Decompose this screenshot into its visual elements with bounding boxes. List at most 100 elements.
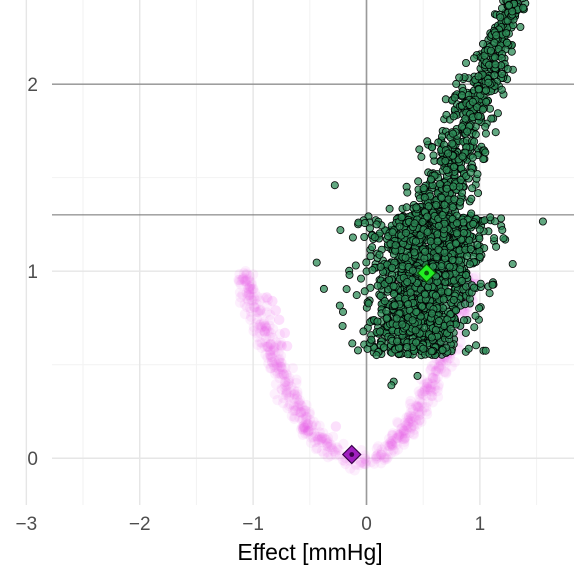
pink-point <box>432 372 443 383</box>
pink-point <box>412 406 424 417</box>
green-point <box>393 337 402 346</box>
pink-point <box>283 377 294 388</box>
pink-point <box>411 401 422 412</box>
pink-point <box>387 430 398 441</box>
pink-point <box>274 353 285 365</box>
pink-point <box>238 272 249 283</box>
pink-point <box>414 396 426 408</box>
green-point <box>508 7 517 16</box>
pink-point <box>384 433 395 444</box>
green-point <box>379 343 388 352</box>
pink-point <box>419 379 430 390</box>
pink-point <box>286 410 298 422</box>
pink-point <box>316 433 327 445</box>
pink-point <box>320 434 331 445</box>
pink-point <box>322 452 334 463</box>
pink-point <box>270 379 282 390</box>
pink-point <box>322 438 333 449</box>
pink-point <box>265 349 276 360</box>
green-point <box>450 195 459 204</box>
pink-point <box>387 435 398 447</box>
green-point <box>492 242 501 251</box>
pink-point <box>431 364 442 376</box>
pink-point <box>405 413 416 424</box>
pink-point <box>422 383 433 395</box>
pink-point <box>400 428 411 439</box>
green-point <box>433 237 442 246</box>
pink-point <box>260 321 271 332</box>
green-point <box>420 193 429 202</box>
pink-point <box>294 406 305 418</box>
pink-point <box>392 432 403 444</box>
pink-point <box>395 428 406 440</box>
pink-point <box>437 357 448 368</box>
green-point <box>502 29 511 38</box>
pink-point <box>299 422 310 433</box>
pink-point <box>400 432 411 443</box>
pink-point <box>259 326 271 338</box>
pink-point <box>304 407 315 418</box>
green-point <box>360 287 369 296</box>
pink-point <box>312 431 323 442</box>
pink-point <box>294 412 305 423</box>
pink-point <box>298 420 310 431</box>
pink-point <box>281 380 292 392</box>
pink-point <box>264 349 276 361</box>
green-point <box>481 129 490 138</box>
pink-point <box>414 394 425 405</box>
pink-point <box>322 432 334 444</box>
green-point <box>481 148 490 157</box>
green-point <box>431 291 440 300</box>
green-point <box>408 266 417 275</box>
pink-point <box>292 393 303 404</box>
pink-point <box>275 340 286 351</box>
pink-point <box>281 387 293 398</box>
pink-point <box>242 283 254 294</box>
pink-point <box>399 432 410 443</box>
pink-point <box>374 451 385 462</box>
green-point <box>490 38 499 47</box>
green-point <box>486 46 495 55</box>
pink-point <box>237 289 248 300</box>
pink-point <box>265 328 277 339</box>
pink-point <box>370 451 382 462</box>
pink-point <box>265 363 276 374</box>
green-point <box>367 335 376 344</box>
pink-point <box>314 427 325 438</box>
pink-point <box>324 441 335 453</box>
green-point <box>370 233 379 242</box>
pink-point <box>267 352 278 363</box>
green-point <box>413 371 422 380</box>
green-point <box>353 346 362 355</box>
pink-point <box>273 347 284 358</box>
green-point <box>538 217 547 226</box>
green-point <box>336 226 345 235</box>
pink-point <box>441 357 452 368</box>
green-point <box>410 219 419 228</box>
green-point <box>459 316 468 325</box>
pink-point <box>345 463 356 474</box>
pink-point <box>459 308 470 319</box>
pink-point <box>302 418 313 430</box>
pink-point <box>392 428 403 439</box>
green-point <box>519 0 527 3</box>
green-point <box>519 3 528 12</box>
green-point <box>449 112 458 121</box>
pink-point <box>289 405 300 417</box>
pink-point <box>382 452 393 463</box>
pink-point <box>239 299 250 310</box>
green-point <box>380 297 389 306</box>
y-axis-ticks: 0 1 2 <box>27 75 38 470</box>
pink-point <box>255 337 266 348</box>
pink-point <box>307 431 319 443</box>
pink-point <box>429 383 440 395</box>
pink-point <box>360 455 372 467</box>
pink-point <box>412 419 423 430</box>
green-point <box>449 295 458 304</box>
pink-point <box>280 379 291 391</box>
green-point <box>474 189 483 198</box>
pink-point <box>433 361 445 373</box>
pink-point <box>286 381 297 392</box>
pink-point <box>304 408 315 420</box>
pink-point <box>387 430 398 441</box>
